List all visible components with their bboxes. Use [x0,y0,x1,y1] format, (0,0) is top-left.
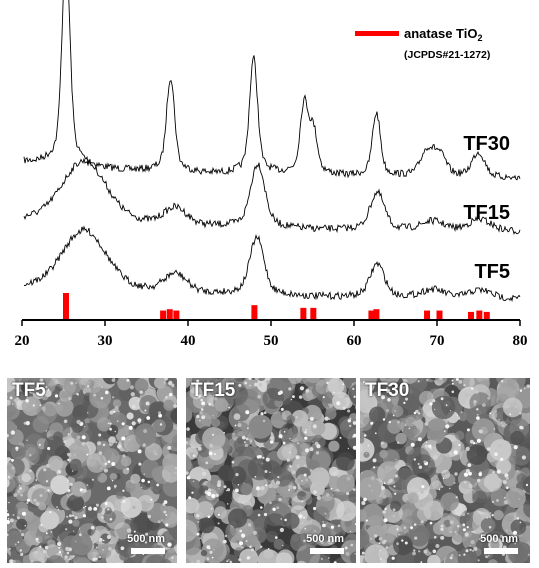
xrd-curve-tf5 [23,225,521,303]
scale-bar [484,548,518,554]
reference-bar [300,307,307,320]
sem-panel-label: TF30 [365,380,410,401]
series-label-tf5: TF5 [474,261,510,283]
scale-bar [310,548,344,554]
scale-bar-label: 500 nm [480,533,518,545]
sem-image-tf5 [7,378,177,563]
reference-bar [310,307,317,320]
reference-bar [424,310,431,320]
sem-panel-label: TF5 [12,380,46,401]
x-tick-label: 40 [181,333,196,349]
sem-panel-tf15: TF15 500 nm [186,378,356,563]
sem-image-tf15 [186,378,356,563]
reference-bar [160,310,167,320]
reference-bar [62,293,69,320]
reference-bar [483,311,490,320]
legend: anatase TiO2 (JCPDS#21-1272) [355,26,490,61]
sem-panel-tf5: TF5 500 nm [7,378,177,563]
x-tick-label: 50 [264,333,279,349]
legend-reference: (JCPDS#21-1272) [404,49,490,61]
x-axis-ticks: 20 30 40 50 60 70 80 [15,320,528,349]
reference-bar [173,310,180,320]
x-tick-label: 60 [347,333,362,349]
series-label-tf30: TF30 [463,133,510,155]
scale-bar [131,548,165,554]
reference-bar [368,310,375,320]
legend-swatch [355,31,399,36]
reference-bar [373,309,380,320]
series-labels: TF30 TF15 TF5 [463,133,510,283]
xrd-curve-tf30 [23,0,521,181]
reference-bar [468,311,475,320]
xrd-chart: 20 30 40 50 60 70 80 TF30 TF15 TF5 anatase TiO2 … [15,0,528,349]
x-tick-label: 20 [15,333,30,349]
reference-bar [476,310,483,320]
reference-bar [251,305,258,320]
xrd-curves [23,0,521,303]
legend-label: anatase TiO2 [404,26,482,43]
series-label-tf15: TF15 [463,202,510,224]
reference-bar [166,309,173,320]
reference-bars [62,293,490,320]
xrd-curve-tf15 [23,158,521,235]
x-tick-label: 80 [513,333,528,349]
x-tick-label: 70 [430,333,445,349]
scale-bar-label: 500 nm [306,533,344,545]
sem-panel-tf30: TF30 500 nm [360,378,530,563]
sem-panel-label: TF15 [191,380,236,401]
reference-bar [436,310,443,320]
scale-bar-label: 500 nm [127,533,165,545]
sem-image-tf30 [360,378,530,563]
x-tick-label: 30 [98,333,113,349]
